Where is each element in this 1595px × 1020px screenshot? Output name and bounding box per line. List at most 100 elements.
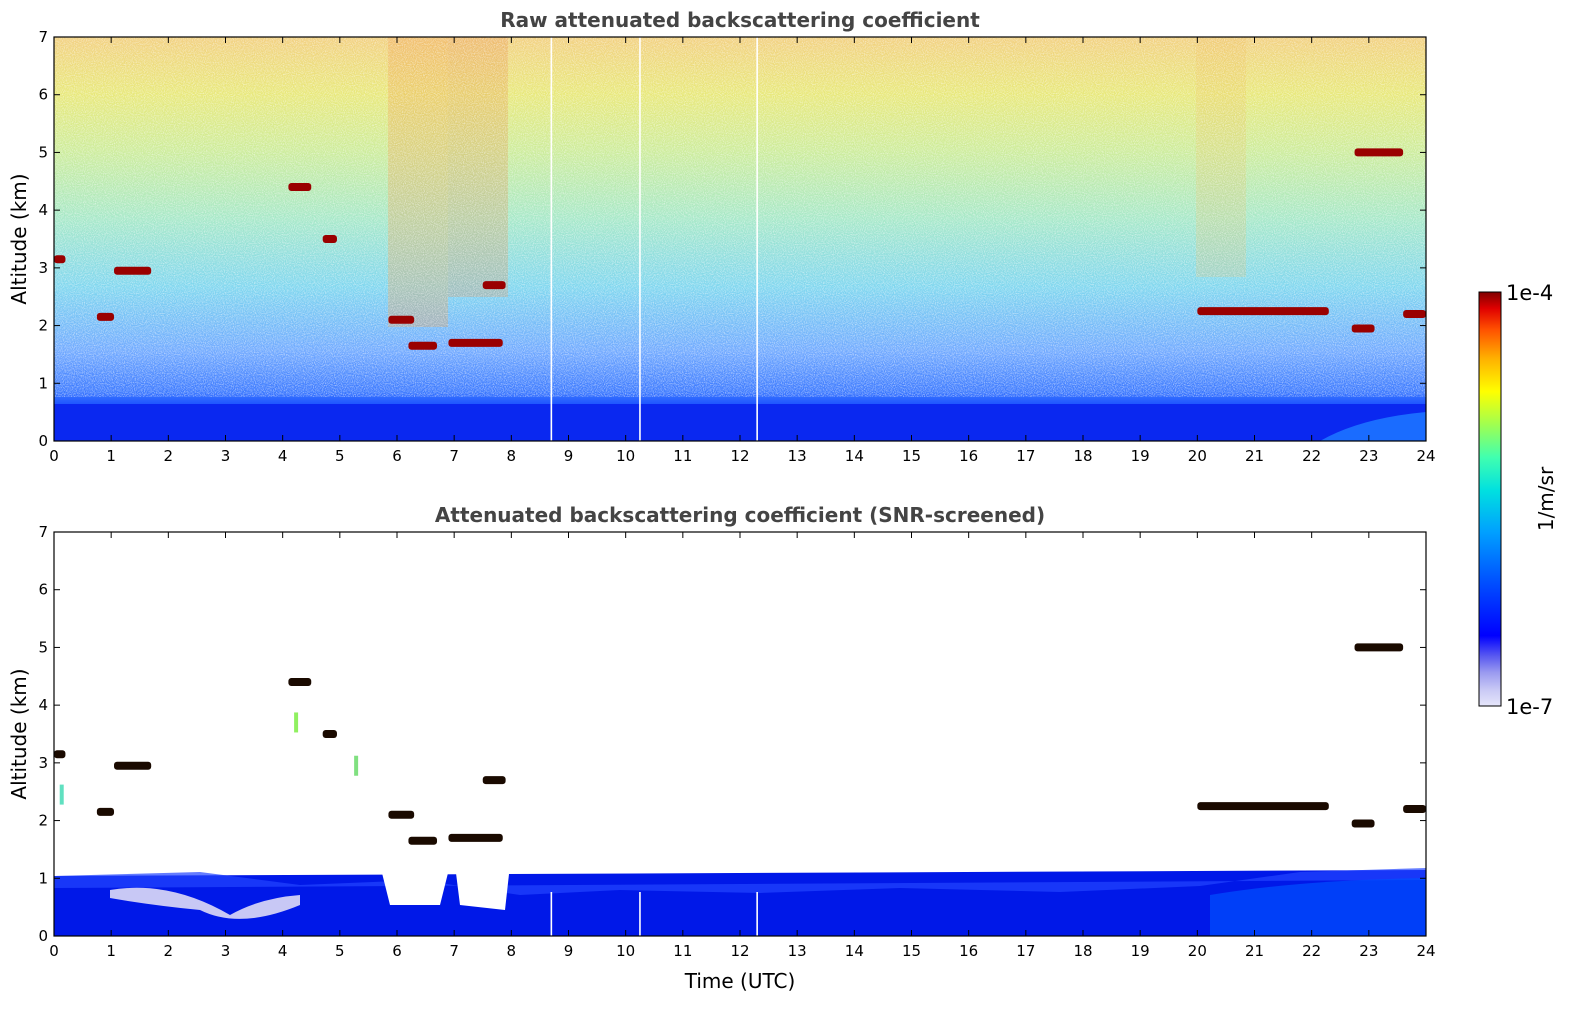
cloud-layer (1351, 819, 1375, 828)
x-tick-label: 7 (449, 942, 459, 960)
cloud-layer (96, 807, 115, 816)
cloud-layer (1403, 805, 1426, 814)
cloud-layer (388, 810, 415, 819)
cloud-layer (448, 338, 503, 347)
panel2-missing-profiles (550, 892, 758, 936)
colorbar-ramp (1478, 291, 1502, 707)
panel1-cloud-layers (54, 148, 1426, 350)
y-tick-label: 2 (38, 812, 48, 830)
y-tick-label: 7 (38, 523, 48, 541)
cloud-layer (96, 312, 115, 321)
panel2-ylabel: Altitude (km) (7, 668, 31, 799)
y-tick-label: 5 (38, 638, 48, 656)
y-tick-label: 2 (38, 317, 48, 335)
screened-echo (354, 755, 359, 776)
colorbar-unit-label: 1/m/sr (1534, 466, 1558, 531)
x-tick-label: 23 (1359, 942, 1378, 960)
y-tick-label: 1 (38, 374, 48, 392)
panel2-heatmap (54, 532, 1426, 936)
y-tick-label: 6 (38, 581, 48, 599)
cloud-layer (114, 761, 152, 770)
x-tick-label: 14 (845, 447, 864, 465)
x-tick-label: 14 (845, 942, 864, 960)
x-tick-label: 2 (164, 447, 174, 465)
y-tick-label: 7 (38, 28, 48, 46)
x-tick-label: 3 (221, 942, 231, 960)
panel2-x-axis: 0 1 2 3 4 5 6 7 8 9 10 11 12 13 14 15 16 17 18 19 20 21 22 23 24 (49, 532, 1436, 960)
cloud-layer (1354, 643, 1404, 652)
x-tick-label: 0 (49, 447, 59, 465)
x-tick-label: 8 (507, 447, 517, 465)
x-tick-label: 16 (959, 942, 978, 960)
panel2-xlabel: Time (UTC) (684, 969, 796, 993)
x-tick-label: 1 (106, 447, 116, 465)
x-tick-label: 23 (1359, 447, 1378, 465)
x-tick-label: 5 (335, 942, 345, 960)
x-tick-label: 12 (730, 942, 749, 960)
y-tick-label: 4 (38, 696, 48, 714)
x-tick-label: 21 (1245, 942, 1264, 960)
cloud-layer (114, 266, 152, 275)
colorbar-min-label: 1e-7 (1506, 695, 1553, 719)
cloud-layer (288, 678, 312, 687)
x-tick-label: 20 (1188, 942, 1207, 960)
y-tick-label: 3 (38, 754, 48, 772)
x-tick-label: 5 (335, 447, 345, 465)
x-tick-label: 0 (49, 942, 59, 960)
x-tick-label: 4 (278, 447, 288, 465)
panel1-missing-profiles (550, 37, 758, 441)
panel2-y-axis: 0 1 2 3 4 5 6 7 (38, 523, 1426, 945)
x-tick-label: 7 (449, 447, 459, 465)
x-tick-label: 17 (1016, 942, 1035, 960)
x-tick-label: 13 (788, 447, 807, 465)
cloud-layer (482, 281, 506, 290)
y-tick-label: 3 (38, 259, 48, 277)
cloud-layer (388, 315, 415, 324)
panel1-heatmap (54, 37, 1426, 441)
x-tick-label: 6 (392, 447, 402, 465)
x-tick-label: 19 (1131, 447, 1150, 465)
y-tick-label: 6 (38, 86, 48, 104)
x-tick-label: 24 (1416, 942, 1435, 960)
cloud-layer (448, 833, 503, 842)
cloud-layer (408, 341, 438, 350)
x-tick-label: 19 (1131, 942, 1150, 960)
x-tick-label: 18 (1073, 447, 1092, 465)
colorbar: 1e-4 1e-7 1/m/sr (1478, 281, 1558, 719)
x-tick-label: 6 (392, 942, 402, 960)
x-tick-label: 16 (959, 447, 978, 465)
cloud-layer (482, 776, 506, 785)
cloud-layer (54, 750, 66, 759)
cloud-layer (288, 183, 312, 192)
x-tick-label: 10 (616, 942, 635, 960)
x-tick-label: 1 (106, 942, 116, 960)
panel1-y-axis: 0 1 2 3 4 5 6 7 (38, 28, 1426, 450)
x-tick-label: 3 (221, 447, 231, 465)
x-tick-label: 22 (1302, 942, 1321, 960)
x-tick-label: 2 (164, 942, 174, 960)
x-tick-label: 12 (730, 447, 749, 465)
y-tick-label: 0 (38, 927, 48, 945)
x-tick-label: 21 (1245, 447, 1264, 465)
x-tick-label: 13 (788, 942, 807, 960)
x-tick-label: 17 (1016, 447, 1035, 465)
x-tick-label: 15 (902, 447, 921, 465)
screened-echo (294, 712, 299, 733)
y-tick-label: 0 (38, 432, 48, 450)
cloud-layer (1403, 310, 1426, 319)
panel1-x-axis: 0 1 2 3 4 5 6 7 8 9 10 11 12 13 14 15 16 17 18 19 20 21 22 23 24 (49, 37, 1436, 465)
x-tick-label: 9 (564, 942, 574, 960)
cloud-layer (322, 730, 337, 738)
panel2-cloud-layers (54, 643, 1426, 845)
x-tick-label: 4 (278, 942, 288, 960)
cloud-layer (1354, 148, 1404, 157)
x-tick-label: 11 (673, 447, 692, 465)
y-tick-label: 5 (38, 143, 48, 161)
colorbar-max-label: 1e-4 (1506, 281, 1553, 305)
x-tick-label: 22 (1302, 447, 1321, 465)
x-tick-label: 15 (902, 942, 921, 960)
screened-echo (59, 784, 64, 805)
panel1-ylabel: Altitude (km) (7, 173, 31, 304)
cloud-layer (1351, 324, 1375, 333)
panel1-title: Raw attenuated backscattering coefficien… (500, 8, 980, 32)
